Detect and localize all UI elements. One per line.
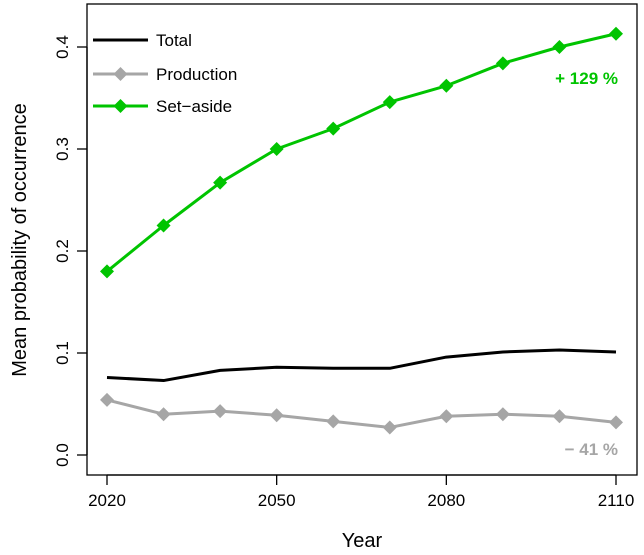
data-point (326, 121, 341, 136)
data-point (552, 409, 567, 424)
series-line (106, 348, 617, 383)
y-tick-label: 0.0 (53, 443, 72, 467)
legend-label: Production (156, 65, 237, 84)
data-point (156, 218, 171, 233)
series-line (106, 32, 617, 273)
data-point (326, 414, 341, 429)
y-tick-label: 0.3 (53, 137, 72, 161)
data-point (609, 26, 623, 41)
data-point (269, 142, 284, 156)
legend-label: Set−aside (156, 97, 232, 116)
legend-marker (113, 99, 128, 113)
x-axis-title: Year (342, 530, 383, 552)
series-line (106, 398, 617, 429)
data-point (100, 264, 114, 279)
data-point (495, 407, 510, 422)
series-layer (100, 26, 623, 435)
legend-marker (113, 67, 128, 81)
data-point (609, 415, 623, 430)
data-point (552, 40, 567, 54)
legend: Total Production Set−aside (93, 31, 237, 116)
data-point (495, 56, 510, 71)
data-point (439, 409, 454, 424)
x-tick-label: 2110 (598, 491, 635, 510)
x-tick-label: 2080 (427, 491, 465, 510)
data-point (269, 408, 284, 423)
legend-label: Total (156, 31, 192, 50)
y-tick-label: 0.2 (53, 239, 72, 263)
series-production (100, 392, 623, 435)
y-tick-label: 0.4 (53, 35, 72, 59)
data-point (439, 78, 454, 93)
y-tick-label: 0.1 (53, 341, 72, 365)
data-point (382, 420, 397, 435)
data-point (382, 95, 397, 110)
series-set-aside (100, 26, 623, 279)
annotation-label: + 129 % (555, 69, 618, 88)
axes: 2020 2050 2080 2110 0.0 0.1 0.2 0.3 0.4 (53, 35, 634, 510)
x-tick-label: 2050 (258, 491, 296, 510)
data-point (156, 407, 171, 422)
data-point (213, 404, 228, 419)
data-point (100, 392, 114, 407)
y-axis-title: Mean probability of occurrence (9, 103, 31, 376)
data-point (213, 175, 228, 190)
series-total (106, 348, 617, 383)
x-tick-label: 2020 (88, 491, 126, 510)
annotation-label: − 41 % (565, 440, 618, 459)
annotations: + 129 % − 41 % (555, 69, 618, 459)
